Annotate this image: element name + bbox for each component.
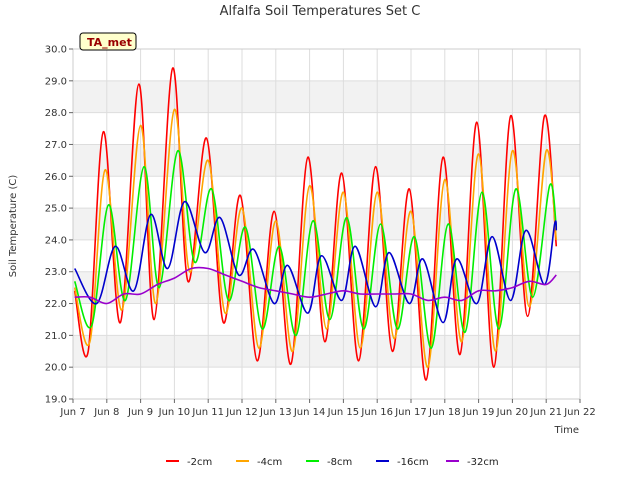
y-tick-label: 21.0: [45, 331, 67, 342]
x-tick-label: Jun 20: [496, 407, 529, 418]
legend: -2cm -4cm -8cm -16cm -32cm: [166, 457, 499, 468]
x-tick-label: Jun 12: [225, 407, 258, 418]
y-tick-label: 27.0: [45, 140, 67, 151]
x-axis-label: Time: [554, 425, 579, 436]
y-axis-label: Soil Temperature (C): [8, 175, 19, 278]
annotation-rect: [79, 32, 137, 51]
annotation-label: TA_met: [87, 36, 132, 49]
annotation-box: TA_met: [79, 32, 137, 51]
x-tick-label: Jun 15: [327, 407, 360, 418]
legend-label: -32cm: [467, 457, 499, 468]
plot-border: [72, 48, 581, 400]
x-tick-label: Jun 18: [428, 407, 461, 418]
x-tick-label: Jun 17: [394, 407, 427, 418]
x-tick-label: Jun 9: [127, 407, 153, 418]
y-tick-label: 30.0: [45, 45, 67, 56]
y-tick-label: 20.0: [45, 363, 67, 374]
legend-label: -16cm: [397, 457, 429, 468]
x-tick-label: Jun 21: [529, 407, 562, 418]
chart-title: Alfalfa Soil Temperatures Set C: [220, 4, 421, 19]
x-tick-label: Jun 19: [462, 407, 495, 418]
y-tick-label: 24.0: [45, 235, 67, 246]
x-tick-label: Jun 7: [59, 407, 85, 418]
x-tick-label: Jun 22: [563, 407, 596, 418]
y-tick-label: 29.0: [45, 76, 67, 87]
y-tick-label: 28.0: [45, 108, 67, 119]
legend-label: -2cm: [187, 457, 212, 468]
x-tick-label: Jun 13: [259, 407, 292, 418]
legend-item: -32cm: [446, 457, 499, 468]
plot-band: [73, 80, 580, 113]
y-tick-label: 26.0: [45, 172, 67, 183]
x-tick-label: Jun 14: [293, 407, 326, 418]
legend-item: -2cm: [166, 457, 212, 468]
series-line: [74, 266, 557, 305]
y-tick-label: 19.0: [45, 395, 67, 406]
series-line: [73, 200, 558, 324]
plot-background: [73, 49, 580, 399]
x-tick-label: Jun 11: [191, 407, 224, 418]
x-tick-label: Jun 8: [93, 407, 119, 418]
x-tick-label: Jun 10: [158, 407, 191, 418]
plot-band: [73, 144, 580, 177]
legend-label: -4cm: [257, 457, 282, 468]
legend-item: -4cm: [236, 457, 282, 468]
legend-item: -16cm: [376, 457, 429, 468]
y-tick-label: 25.0: [45, 204, 67, 215]
x-tick-label: Jun 16: [360, 407, 393, 418]
y-tick-label: 23.0: [45, 267, 67, 278]
legend-item: -8cm: [306, 457, 352, 468]
legend-label: -8cm: [327, 457, 352, 468]
series-layer: [73, 67, 558, 381]
y-tick-label: 22.0: [45, 299, 67, 310]
axes: 19.0 20.0 21.0 22.0 23.0 24.0 25.0 26.0 27.0 28.0…: [45, 45, 596, 419]
